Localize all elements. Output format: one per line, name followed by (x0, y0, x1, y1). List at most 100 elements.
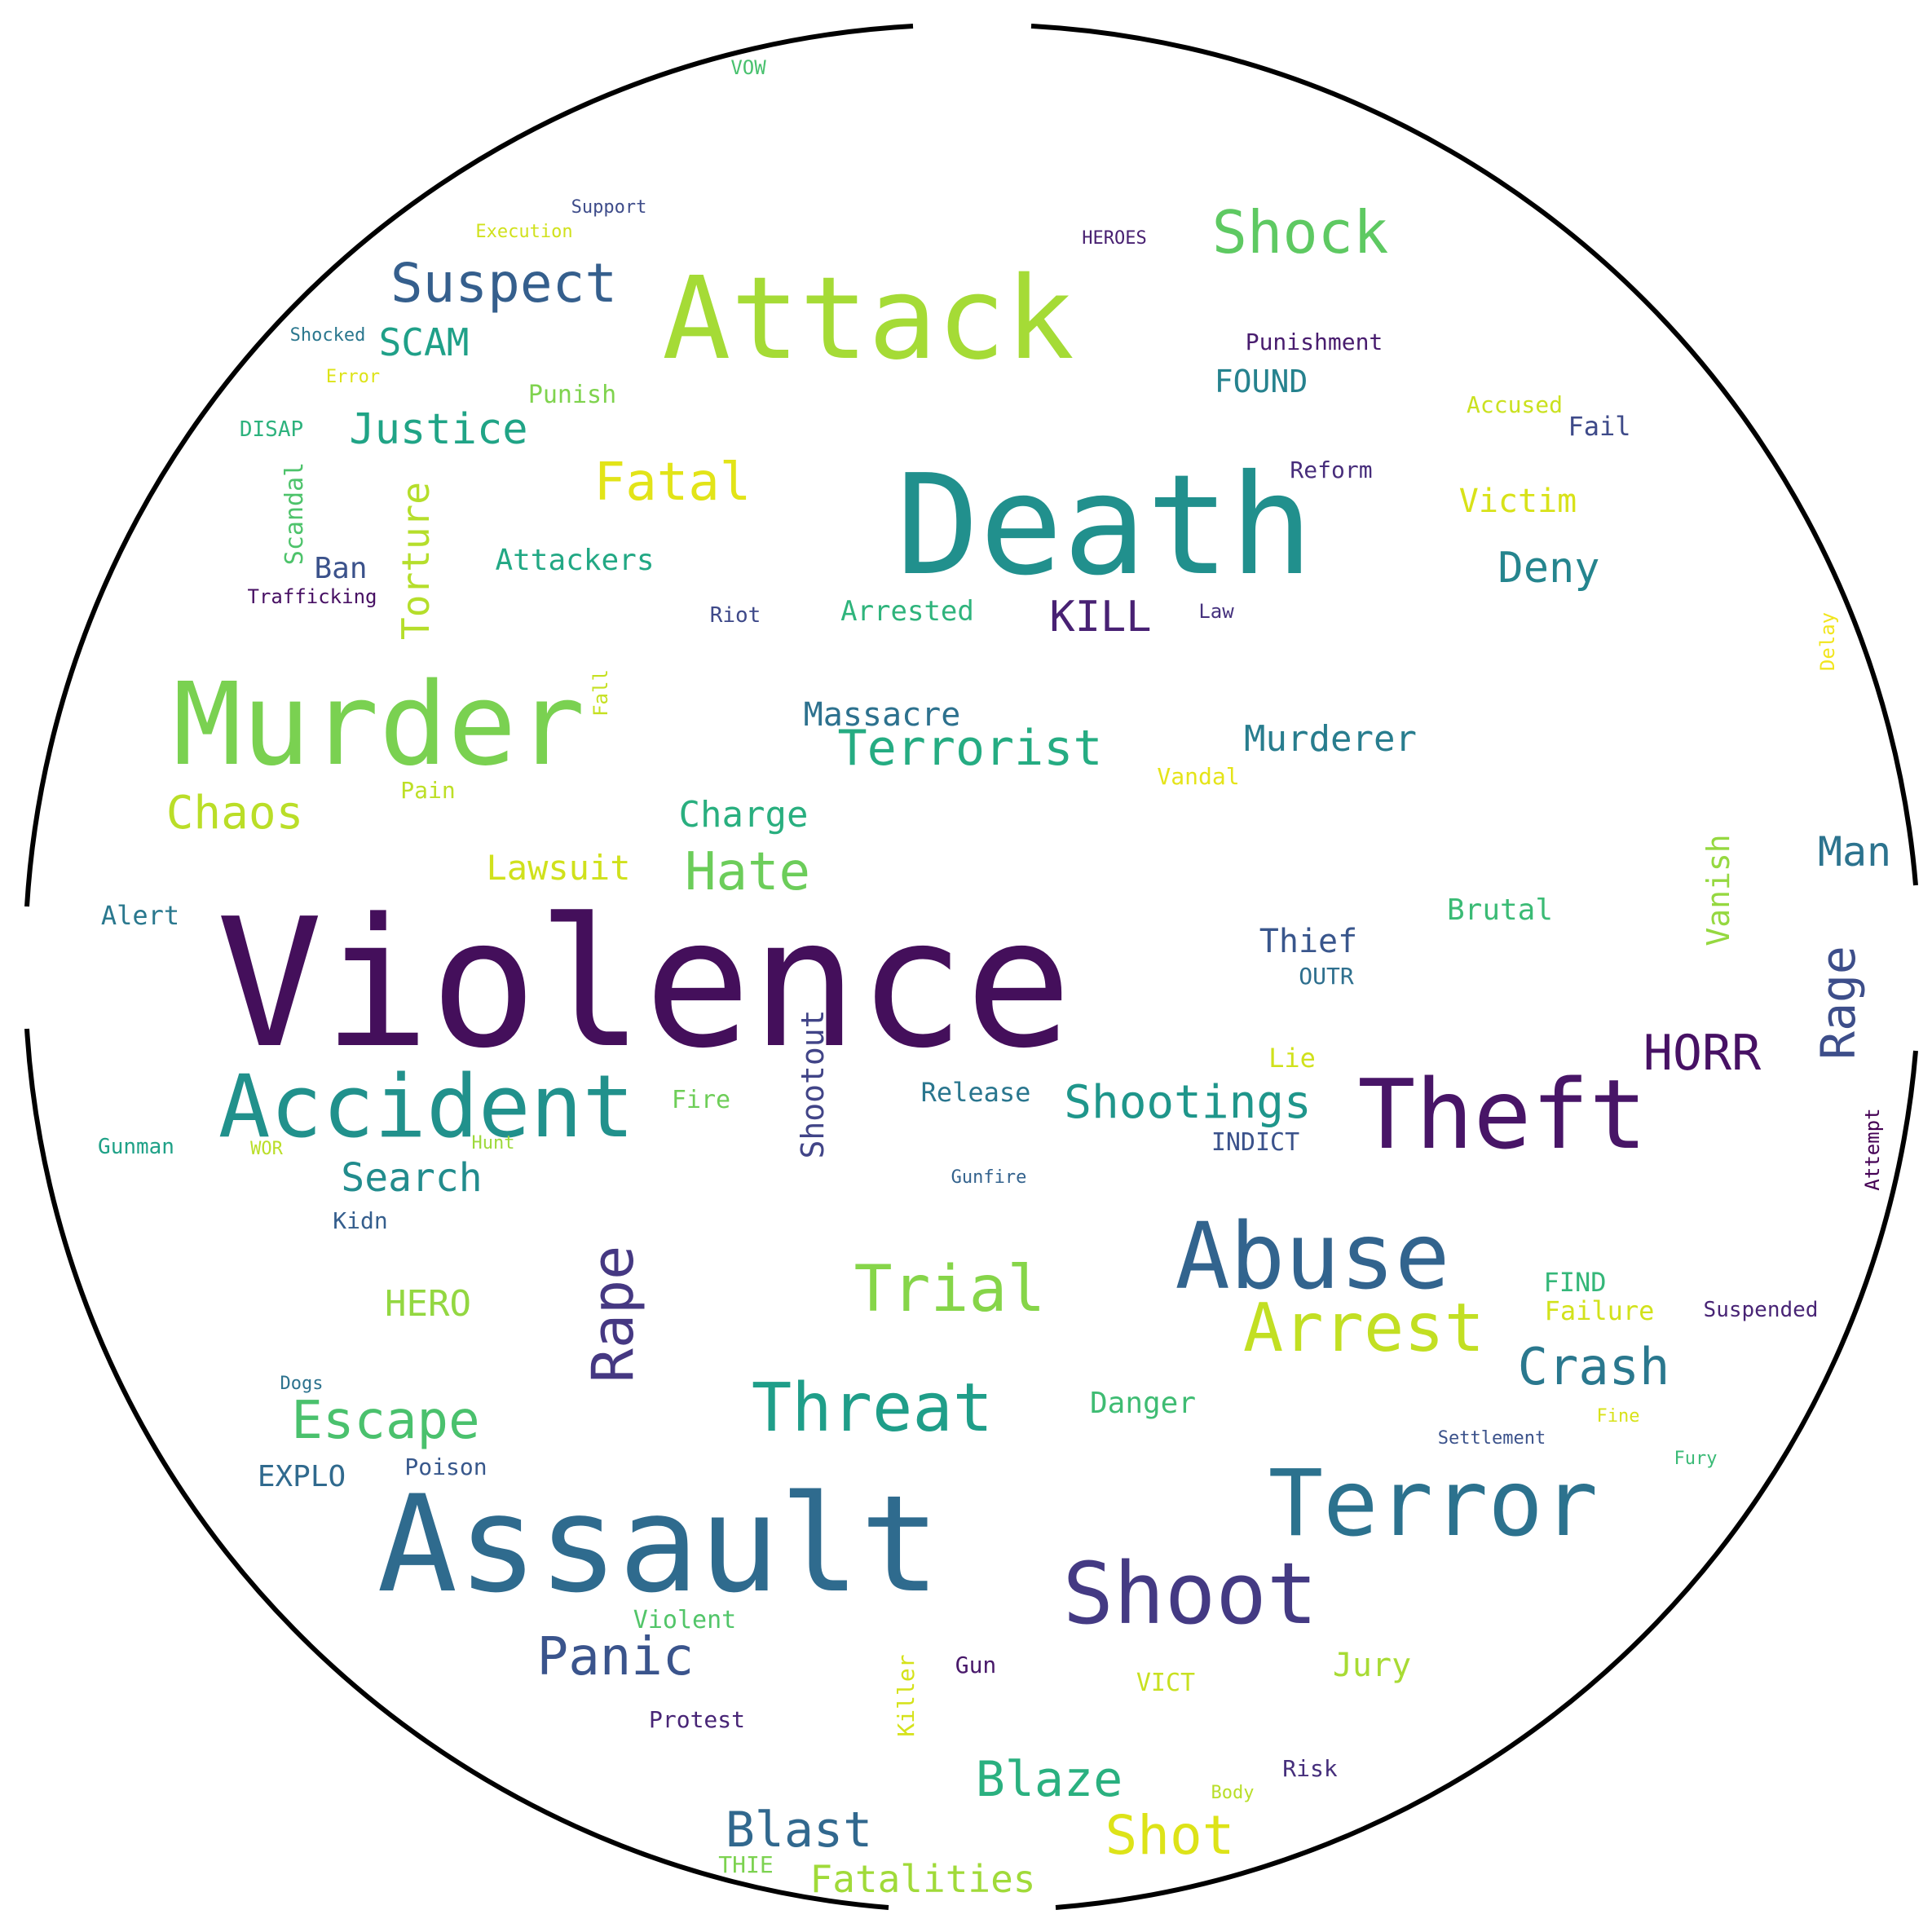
word-shootings: Shootings (1064, 1076, 1312, 1129)
word-heroes: HEROES (1082, 228, 1147, 249)
word-lie: Lie (1268, 1043, 1316, 1074)
word-fall: Fall (589, 669, 612, 717)
word-fine: Fine (1596, 1406, 1640, 1427)
word-support: Support (571, 197, 647, 218)
word-hunt: Hunt (471, 1133, 515, 1153)
word-horr: HORR (1643, 1025, 1762, 1082)
word-gun: Gun (955, 1652, 997, 1678)
word-gunman: Gunman (98, 1135, 174, 1159)
word-attempt: Attempt (1861, 1108, 1884, 1191)
word-victim: Victim (1458, 483, 1577, 520)
word-dogs: Dogs (280, 1374, 324, 1394)
word-fail: Fail (1568, 411, 1631, 442)
word-lawsuit: Lawsuit (486, 848, 631, 888)
word-hate: Hate (684, 842, 811, 902)
word-delay: Delay (1816, 611, 1839, 672)
word-pain: Pain (400, 777, 456, 804)
word-violence: Violence (216, 881, 1072, 1087)
word-scandal: Scandal (280, 461, 309, 566)
word-jury: Jury (1332, 1647, 1412, 1684)
word-punishment: Punishment (1245, 329, 1383, 355)
word-attack: Attack (662, 253, 1074, 386)
word-ban: Ban (314, 552, 368, 585)
word-theft: Theft (1357, 1058, 1647, 1171)
word-disap: DISAP (239, 417, 304, 442)
word-danger: Danger (1089, 1387, 1197, 1420)
word-kill: KILL (1049, 593, 1152, 642)
word-murder: Murder (173, 659, 585, 792)
word-arrest: Arrest (1242, 1290, 1485, 1367)
word-punish: Punish (527, 381, 617, 409)
word-poison: Poison (404, 1453, 487, 1480)
word-search: Search (341, 1155, 483, 1201)
word-gunfire: Gunfire (951, 1167, 1027, 1188)
word-vow: VOW (730, 56, 766, 79)
word-vict: VICT (1136, 1669, 1196, 1697)
word-settlement: Settlement (1437, 1428, 1546, 1449)
word-error: Error (325, 367, 381, 387)
word-found: FOUND (1214, 364, 1308, 399)
word-accused: Accused (1466, 391, 1564, 418)
word-death: Death (896, 445, 1313, 607)
word-abuse: Abuse (1175, 1204, 1450, 1310)
frame-arc-bottom-left (24, 1028, 889, 1910)
word-blaze: Blaze (975, 1751, 1123, 1808)
word-alert: Alert (100, 900, 180, 931)
word-chaos: Chaos (165, 787, 304, 840)
word-riot: Riot (709, 603, 761, 628)
word-protest: Protest (648, 1706, 746, 1733)
word-find: FIND (1543, 1267, 1607, 1298)
word-deny: Deny (1498, 544, 1600, 593)
word-risk: Risk (1282, 1755, 1338, 1782)
word-kidn: Kidn (333, 1207, 388, 1234)
word-murderer: Murderer (1244, 718, 1417, 760)
word-vanish: Vanish (1700, 834, 1736, 946)
word-shock: Shock (1211, 198, 1389, 267)
word-charge: Charge (678, 794, 809, 836)
word-fury: Fury (1674, 1449, 1718, 1469)
word-law: Law (1198, 600, 1234, 623)
word-blast: Blast (725, 1802, 873, 1859)
word-justice: Justice (349, 405, 528, 454)
word-outr: OUTR (1299, 963, 1354, 990)
word-fatal: Fatal (593, 452, 752, 513)
word-terrorist: Terrorist (837, 720, 1103, 777)
word-panic: Panic (536, 1627, 695, 1687)
word-vandal: Vandal (1157, 763, 1240, 790)
word-torture: Torture (394, 482, 438, 640)
word-body: Body (1211, 1783, 1255, 1803)
word-fire: Fire (671, 1086, 731, 1114)
word-man: Man (1817, 828, 1892, 876)
word-assault: Assault (377, 1467, 941, 1622)
word-violent: Violent (633, 1606, 737, 1634)
frame-arc-bottom-right (1055, 1050, 1918, 1910)
word-reform: Reform (1290, 457, 1373, 483)
word-brutal: Brutal (1446, 893, 1554, 927)
word-shoot: Shoot (1062, 1544, 1318, 1643)
word-threat: Threat (751, 1370, 994, 1447)
word-trafficking: Trafficking (247, 585, 377, 608)
frame-arc-top-right (1030, 24, 1918, 886)
word-rage: Rage (1811, 946, 1866, 1060)
word-wor: WOR (250, 1139, 283, 1159)
word-failure: Failure (1544, 1295, 1655, 1326)
word-killer: Killer (893, 1654, 920, 1737)
word-rape: Rape (580, 1245, 646, 1383)
word-escape: Escape (291, 1391, 480, 1451)
word-attackers: Attackers (495, 544, 655, 577)
word-crash: Crash (1517, 1337, 1670, 1396)
word-indict: INDICT (1211, 1128, 1300, 1157)
word-shootout: Shootout (795, 1009, 831, 1159)
word-scam: SCAM (378, 320, 470, 364)
word-trial: Trial (854, 1253, 1046, 1326)
word-massacre: Massacre (803, 696, 961, 734)
word-hero: HERO (385, 1283, 471, 1325)
word-execution: Execution (475, 222, 573, 242)
word-suspended: Suspended (1703, 1298, 1819, 1322)
word-explo: EXPLO (257, 1460, 346, 1493)
frame-arc-top-left (24, 24, 914, 907)
word-release: Release (920, 1077, 1031, 1108)
word-terror: Terror (1268, 1451, 1599, 1557)
